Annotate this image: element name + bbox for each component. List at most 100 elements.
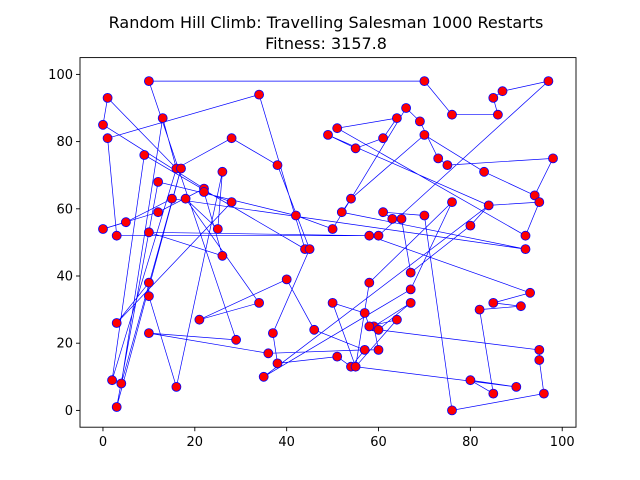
city-point — [488, 93, 499, 103]
city-point — [465, 220, 476, 231]
city-point — [217, 166, 228, 177]
city-point — [387, 213, 398, 224]
city-point — [419, 76, 430, 86]
city-point — [433, 153, 444, 164]
city-point — [176, 163, 186, 174]
x-tick-label: 40 — [278, 435, 295, 450]
city-point — [143, 328, 154, 339]
city-point — [483, 200, 494, 211]
chart-subtitle: Fitness: 3157.8 — [265, 34, 387, 53]
city-point — [254, 297, 265, 308]
city-point — [534, 344, 545, 355]
city-point — [166, 193, 177, 204]
city-point — [492, 109, 503, 120]
city-point — [153, 176, 164, 187]
y-tick-label: 100 — [48, 68, 73, 83]
x-tick-label: 100 — [550, 435, 575, 450]
city-point — [332, 351, 343, 362]
city-point — [474, 304, 485, 315]
city-point — [396, 213, 407, 224]
city-point — [364, 321, 375, 332]
city-point — [323, 129, 333, 140]
city-point — [373, 344, 384, 355]
city-point — [98, 224, 108, 234]
city-point — [171, 381, 182, 392]
city-point — [180, 193, 191, 204]
city-point — [539, 388, 549, 399]
city-point — [511, 381, 522, 392]
city-point — [267, 328, 278, 339]
city-points — [98, 76, 558, 416]
city-point — [447, 405, 457, 416]
city-point — [226, 133, 237, 144]
plot-area — [98, 76, 558, 416]
city-point — [327, 297, 338, 308]
city-point — [378, 133, 389, 144]
city-point — [378, 207, 389, 218]
y-tick-label: 20 — [56, 337, 73, 352]
city-point — [364, 230, 375, 241]
city-point — [479, 166, 490, 177]
city-point — [272, 160, 283, 171]
city-point — [143, 227, 154, 238]
y-tick-label: 60 — [56, 202, 73, 217]
city-point — [153, 207, 164, 218]
chart-title: Random Hill Climb: Travelling Salesman 1… — [109, 13, 544, 32]
x-axis: 0 20 40 60 80 100 — [99, 427, 575, 450]
city-point — [543, 76, 554, 86]
city-point — [121, 217, 131, 228]
city-point — [534, 355, 545, 365]
city-point — [304, 244, 315, 255]
city-point — [226, 197, 237, 208]
city-point — [194, 314, 205, 325]
axes-frame — [79, 57, 577, 428]
y-tick-label: 40 — [56, 270, 73, 285]
city-point — [447, 197, 457, 208]
city-point — [391, 113, 402, 123]
city-point — [157, 113, 168, 123]
city-point — [309, 324, 320, 335]
city-point — [143, 277, 154, 288]
city-point — [447, 109, 457, 120]
city-point — [336, 207, 347, 218]
city-point — [488, 388, 499, 399]
route-line — [102, 80, 554, 411]
city-point — [350, 361, 361, 372]
x-tick-label: 80 — [462, 435, 479, 450]
city-point — [373, 324, 384, 335]
city-point — [401, 103, 412, 113]
city-point — [332, 123, 343, 134]
city-point — [217, 250, 228, 261]
city-point — [290, 210, 301, 221]
y-tick-label: 0 — [65, 404, 73, 419]
city-point — [231, 334, 242, 345]
city-point — [359, 308, 370, 318]
city-point — [419, 210, 430, 221]
city-point — [405, 267, 416, 278]
city-point — [272, 358, 283, 369]
city-point — [102, 93, 113, 103]
city-point — [364, 277, 375, 288]
city-point — [98, 119, 108, 130]
y-tick-label: 80 — [56, 135, 73, 150]
city-point — [281, 274, 292, 285]
city-point — [529, 190, 540, 201]
city-point — [442, 160, 453, 171]
city-point — [327, 224, 338, 234]
x-tick-label: 60 — [370, 435, 387, 450]
city-point — [465, 375, 476, 386]
city-point — [419, 129, 430, 140]
city-point — [212, 224, 223, 234]
x-tick-label: 20 — [187, 435, 204, 450]
city-point — [199, 187, 209, 197]
city-point — [143, 291, 154, 302]
city-point — [263, 348, 274, 359]
city-point — [534, 197, 545, 208]
city-point — [359, 344, 370, 355]
city-point — [497, 86, 508, 97]
y-axis: 0 20 40 60 80 100 — [48, 68, 80, 419]
city-point — [488, 297, 499, 308]
city-point — [405, 284, 416, 295]
city-point — [548, 153, 558, 164]
